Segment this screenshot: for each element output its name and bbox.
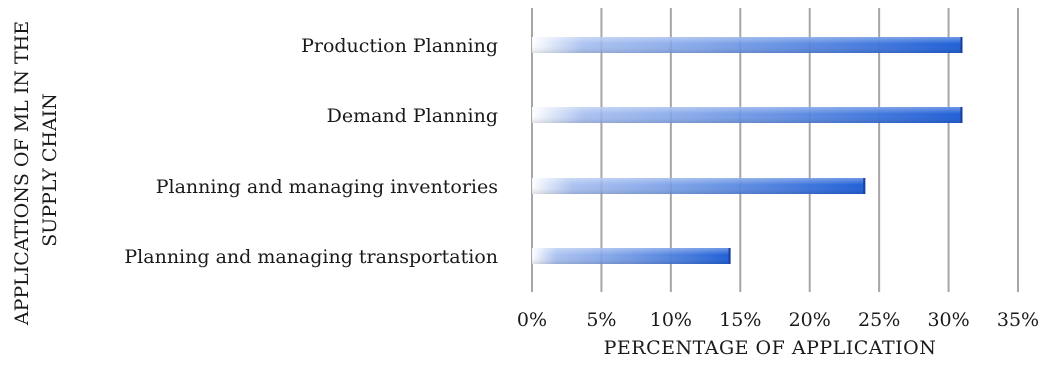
- x-tick-label: 5%: [586, 309, 616, 331]
- x-tick-label: 35%: [997, 309, 1039, 331]
- x-tick-labels: 0% 5% 10% 15% 20% 25% 30% 35%: [517, 309, 1039, 331]
- x-tick-label: 15%: [719, 309, 761, 331]
- category-label: Production Planning: [301, 35, 498, 57]
- x-axis-title: PERCENTAGE OF APPLICATION: [604, 337, 937, 359]
- bar-shine: [532, 248, 731, 264]
- gridlines: [531, 8, 1019, 292]
- x-tick-label: 30%: [927, 309, 969, 331]
- category-label: Planning and managing transportation: [124, 246, 498, 268]
- y-axis-title-line-1: APPLICATIONS OF ML IN THE: [11, 21, 33, 326]
- x-tick-label: 0%: [517, 309, 547, 331]
- category-label: Planning and managing inventories: [156, 176, 498, 198]
- bar-shine: [532, 37, 963, 53]
- x-tick-label: 25%: [858, 309, 900, 331]
- y-axis-title: APPLICATIONS OF ML IN THE SUPPLY CHAIN: [11, 15, 61, 326]
- x-tick-label: 10%: [650, 309, 692, 331]
- bar-shine: [532, 107, 963, 123]
- category-label: Demand Planning: [327, 105, 498, 127]
- x-tick-label: 20%: [789, 309, 831, 331]
- category-labels: Production Planning Demand Planning Planni…: [124, 35, 498, 268]
- bar-shine: [532, 178, 866, 194]
- y-axis-title-line-2: SUPPLY CHAIN: [39, 93, 61, 247]
- bars: [532, 37, 963, 264]
